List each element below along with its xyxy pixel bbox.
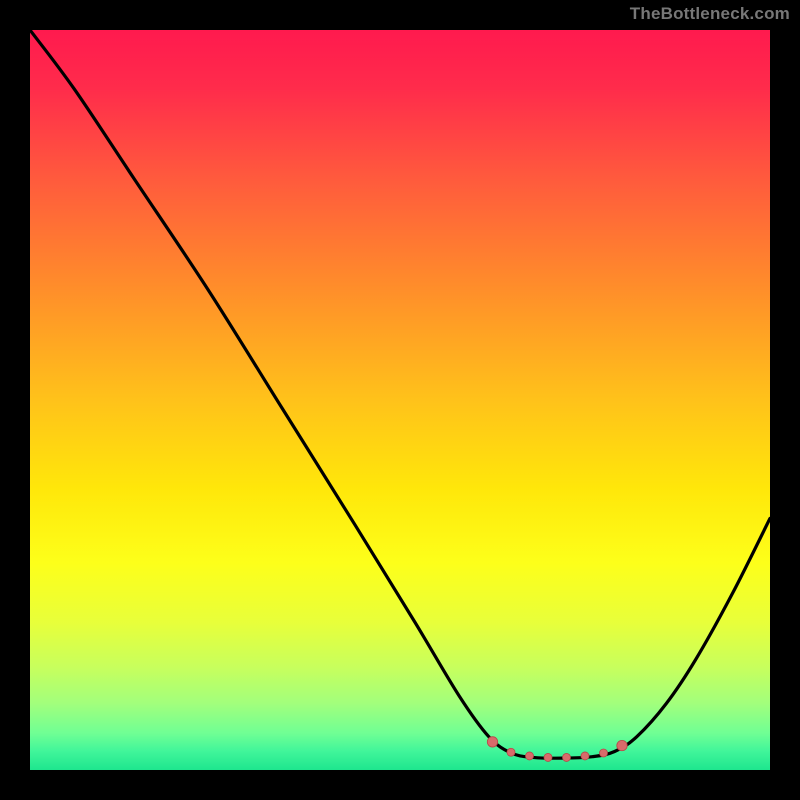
curve-marker (563, 753, 571, 761)
curve-marker (544, 753, 552, 761)
curve-marker (487, 737, 497, 747)
curve-marker (526, 752, 534, 760)
curve-marker (507, 748, 515, 756)
chart-frame (30, 30, 770, 770)
curve-marker (581, 752, 589, 760)
curve-marker (617, 740, 627, 750)
bottleneck-curve (30, 30, 770, 770)
curve-marker (600, 749, 608, 757)
watermark-text: TheBottleneck.com (630, 4, 790, 24)
